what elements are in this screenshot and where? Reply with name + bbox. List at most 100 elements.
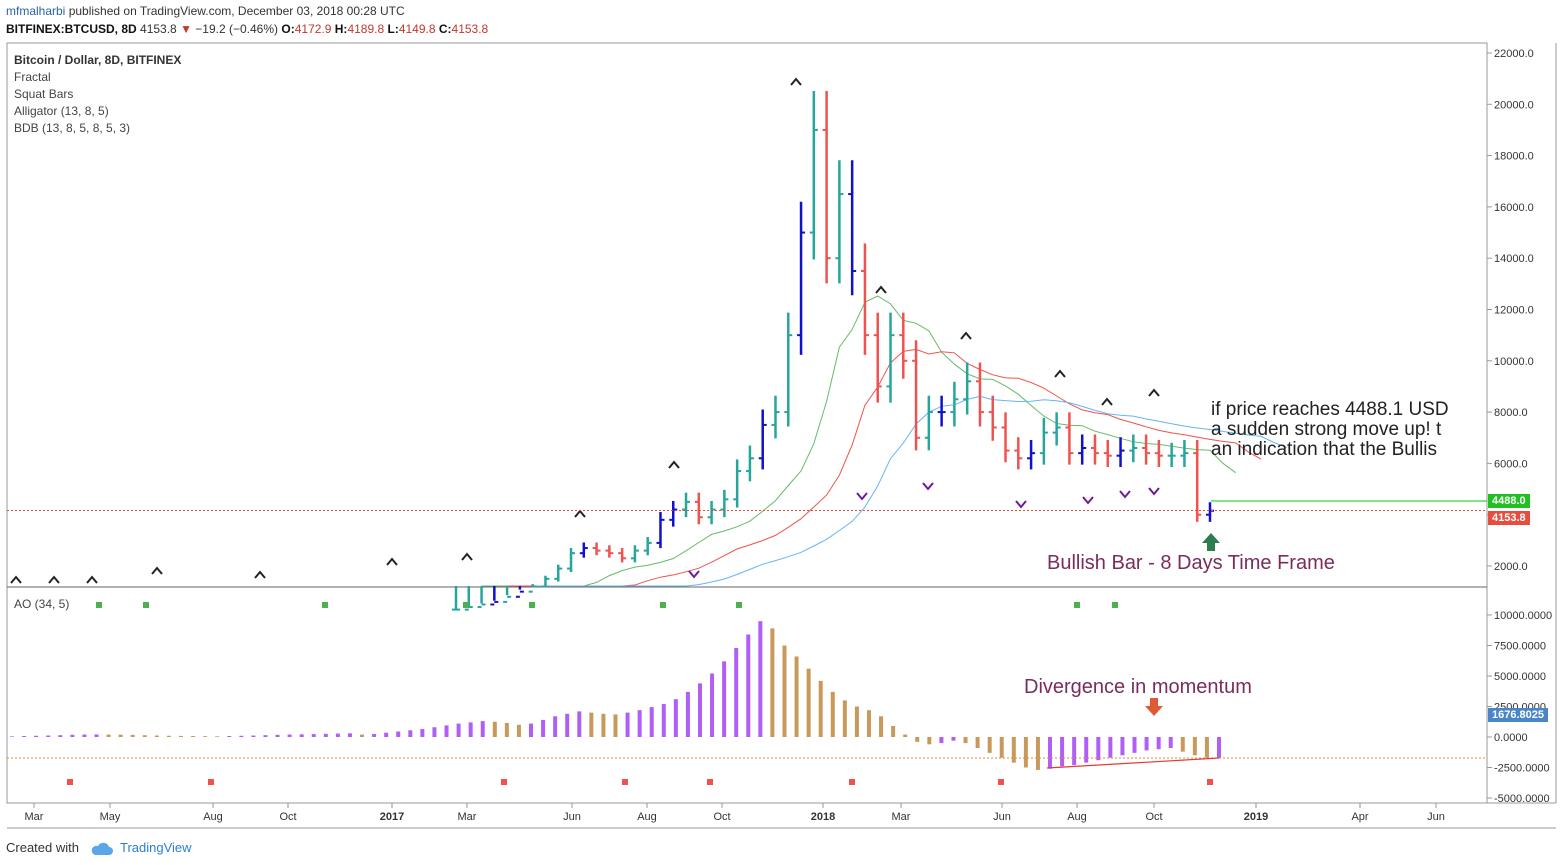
divergence-arrow-icon <box>1145 698 1163 716</box>
ao-tick-label: -5000.0000 <box>1494 793 1550 805</box>
price-pane <box>6 42 1488 588</box>
fractal-up-icon <box>668 460 680 469</box>
fractal-markers <box>10 77 1160 584</box>
last-price-badge: 4153.8 <box>1488 511 1530 525</box>
bullish-bar-label: Bullish Bar - 8 Days Time Frame <box>1047 552 1335 574</box>
indicator-ao[interactable]: AO (34, 5) <box>14 597 70 611</box>
ao-value-badge: 1676.8025 <box>1488 708 1548 722</box>
time-tick-label: 2018 <box>811 811 835 823</box>
divergence-label: Divergence in momentum <box>1024 676 1252 698</box>
fractal-down-icon <box>922 482 934 491</box>
time-tick-label: May <box>100 811 121 823</box>
bdb-red-square <box>707 779 713 785</box>
fractal-down-icon <box>1119 490 1131 499</box>
ao-tick-label: 0.0000 <box>1494 732 1528 744</box>
bdb-red-square <box>1207 779 1213 785</box>
time-tick-label: Oct <box>713 811 730 823</box>
divergence-line <box>1046 757 1220 769</box>
bdb-green-square <box>143 602 149 608</box>
bdb-red-square <box>501 779 507 785</box>
symbol: BITFINEX:BTCUSD, 8D <box>6 22 137 36</box>
fractal-up-icon <box>86 575 98 584</box>
time-tick-label: Jun <box>993 811 1011 823</box>
price-tick-label: 18000.0 <box>1494 151 1534 163</box>
bdb-red-square <box>208 779 214 785</box>
indicator-bdb[interactable]: BDB (13, 8, 5, 8, 5, 3) <box>14 121 131 135</box>
time-tick-label: Aug <box>637 811 657 823</box>
price-bars <box>452 90 1214 611</box>
time-tick-label: Mar <box>25 811 44 823</box>
bullish-arrow-icon <box>1202 533 1220 551</box>
bdb-green-square <box>1112 602 1118 608</box>
fractal-up-icon <box>1148 388 1160 397</box>
low-value: 4149.8 <box>398 22 436 36</box>
time-tick-label: Oct <box>1145 811 1162 823</box>
tradingview-link[interactable]: TradingView <box>120 840 192 855</box>
fractal-up-icon <box>10 575 22 584</box>
fractal-up-icon <box>790 77 802 86</box>
high-key: H: <box>334 22 348 36</box>
alligator-line <box>532 395 1287 587</box>
bdb-red-square <box>849 779 855 785</box>
bdb-green-square <box>322 602 328 608</box>
bdb-green-square <box>1074 602 1080 608</box>
ohlc-header: BITFINEX:BTCUSD, 8D 4153.8 ▼ −19.2 (−0.4… <box>6 22 488 36</box>
close-value: 4153.8 <box>451 22 489 36</box>
bdb-squares <box>67 602 1213 785</box>
indicator-symbol[interactable]: Bitcoin / Dollar, 8D, BITFINEX <box>14 53 182 67</box>
note-line-2: a sudden strong move up! t <box>1211 419 1442 440</box>
change: −19.2 (−0.46%) <box>195 22 279 36</box>
published-text: published on TradingView.com, December 0… <box>68 4 405 18</box>
price-tick-label: 20000.0 <box>1494 99 1534 111</box>
price-tick-label: 2000.0 <box>1494 561 1528 573</box>
indicator-squat-bars[interactable]: Squat Bars <box>14 87 74 101</box>
bdb-red-square <box>998 779 1004 785</box>
bdb-red-square <box>67 779 73 785</box>
fractal-down-icon <box>1015 500 1027 509</box>
time-tick-label: Mar <box>458 811 477 823</box>
fractal-up-icon <box>960 331 972 340</box>
price-tick-label: 16000.0 <box>1494 202 1534 214</box>
time-tick-label: 2017 <box>380 811 404 823</box>
fractal-up-icon <box>151 566 163 575</box>
price-tick-label: 6000.0 <box>1494 458 1528 470</box>
price-tick-label: 12000.0 <box>1494 305 1534 317</box>
price-tick-label: 22000.0 <box>1494 48 1534 60</box>
indicator-fractal[interactable]: Fractal <box>14 70 51 84</box>
ao-histogram <box>10 621 1221 770</box>
created-with: Created with <box>6 840 79 855</box>
ao-tick-label: 7500.0000 <box>1494 641 1546 653</box>
open-key: O: <box>281 22 295 36</box>
fractal-up-icon <box>1101 397 1113 406</box>
high-value: 4189.8 <box>347 22 385 36</box>
time-tick-label: Jun <box>1427 811 1445 823</box>
tradingview-logo-icon <box>91 842 113 855</box>
fractal-up-icon <box>254 570 266 579</box>
fractal-up-icon <box>1054 369 1066 378</box>
alligator-line <box>507 348 1262 587</box>
indicator-alligator[interactable]: Alligator (13, 8, 5) <box>14 104 109 118</box>
fractal-up-icon <box>386 557 398 566</box>
close-key: C: <box>438 22 452 36</box>
last-price: 4153.8 <box>140 22 177 36</box>
alligator-lines <box>481 295 1287 587</box>
time-tick-label: Apr <box>1351 811 1368 823</box>
fractal-up-icon <box>461 552 473 561</box>
fractal-down-icon <box>1082 496 1094 505</box>
price-tick-label: 14000.0 <box>1494 253 1534 265</box>
bdb-red-square <box>622 779 628 785</box>
down-arrow-icon: ▼ <box>180 22 192 36</box>
bdb-green-square <box>96 602 102 608</box>
fractal-up-icon <box>48 575 60 584</box>
publish-info: mfmalharbi published on TradingView.com,… <box>6 4 405 18</box>
author-link[interactable]: mfmalharbi <box>6 4 66 18</box>
fractal-down-icon <box>1148 487 1160 496</box>
fractal-down-icon <box>688 570 700 579</box>
ao-axis: 10000.00007500.00005000.00002500.00000.0… <box>1487 610 1552 805</box>
low-key: L: <box>387 22 399 36</box>
bdb-green-square <box>736 602 742 608</box>
time-tick-label: 2019 <box>1244 811 1268 823</box>
ao-tick-label: 10000.0000 <box>1494 610 1552 622</box>
note-text: if price reaches 4488.1 USD a sudden str… <box>1211 400 1487 460</box>
